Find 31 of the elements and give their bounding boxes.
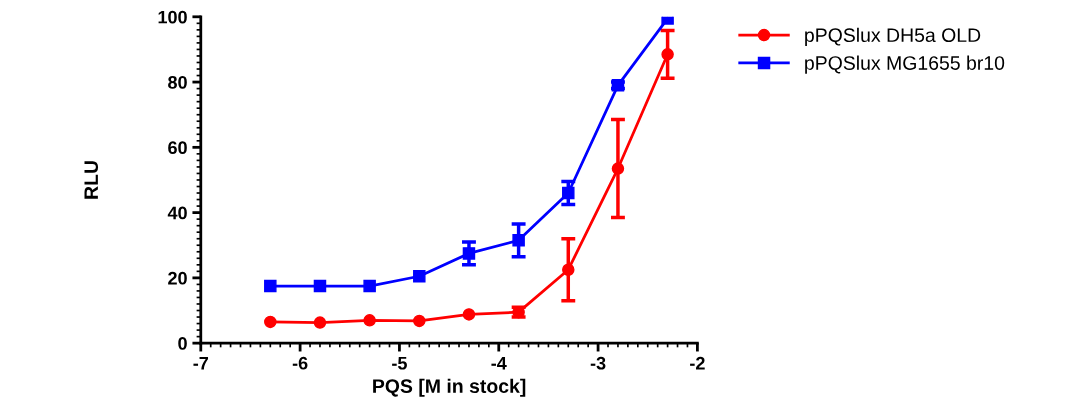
point [313,279,327,293]
y-tick-label: 60 [168,141,187,155]
point [363,279,376,293]
point [562,186,575,200]
x-tick-label: -3 [590,356,606,370]
y-tick-label: 20 [168,271,187,285]
point [512,234,525,247]
point [413,269,426,283]
point [264,279,277,293]
y-axis-title: RLU [84,161,99,199]
point [611,162,625,175]
x-tick-label: -2 [690,356,705,370]
y-tick-label: 40 [167,206,187,220]
point [313,316,327,329]
x-tick-label: -6 [292,356,308,370]
x-tick-label: -7 [193,357,209,370]
point [462,308,476,321]
point [363,314,376,327]
y-tick-label: 100 [158,10,187,24]
point [413,314,426,328]
x-tick-label: -5 [392,357,407,370]
legend-label: pPQSlux DH5a OLD [805,27,981,46]
x-axis-title: PQS [M in stock] [373,378,526,397]
y-tick-label: 0 [178,337,187,350]
y-tick-label: 80 [168,76,187,89]
legend-label: pPQSlux MG1655 br10 [805,55,1005,74]
x-tick-label: -4 [491,357,507,370]
point [264,315,277,329]
point [661,48,674,61]
point [562,263,575,276]
point [462,247,476,260]
